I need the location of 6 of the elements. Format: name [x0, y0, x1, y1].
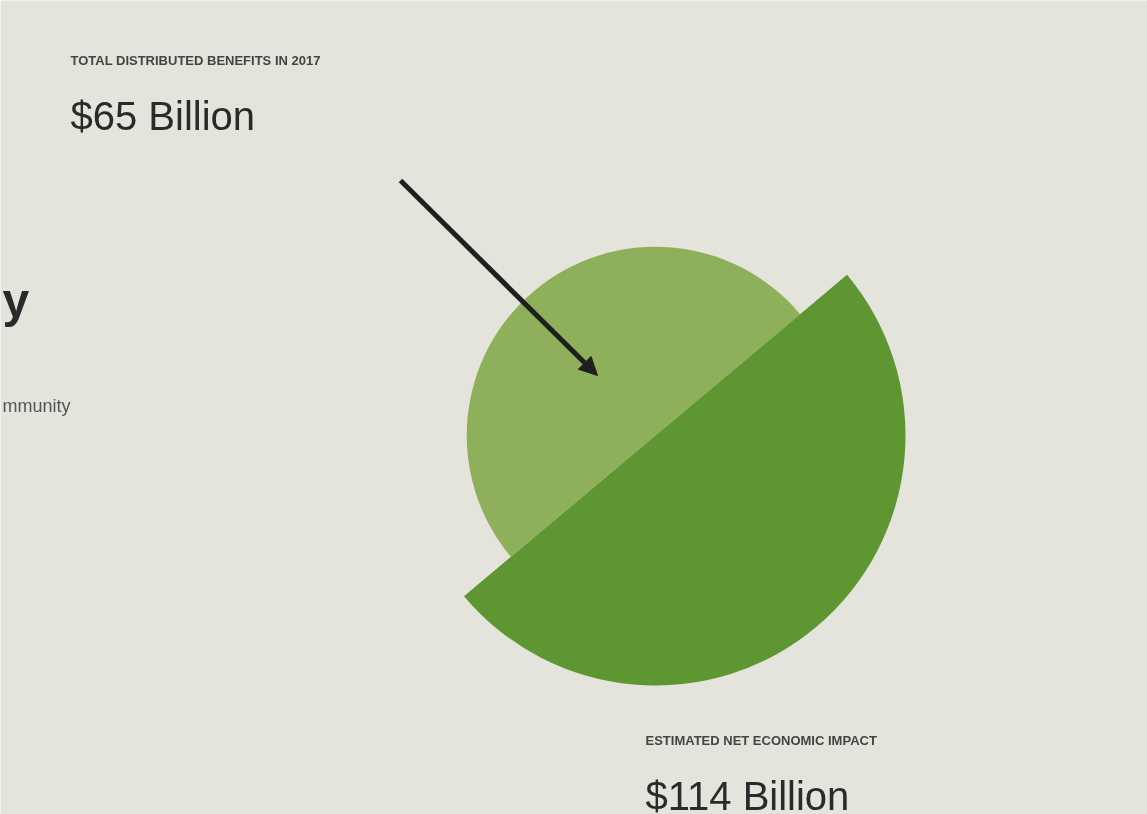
category-label: TOTAL DISTRIBUTED BENEFITS IN 2017 — [70, 53, 321, 68]
text: y — [2, 274, 30, 327]
text: mmunity — [2, 395, 71, 416]
data-label: $114 Billion — [645, 773, 850, 814]
category-label: ESTIMATED NET ECONOMIC IMPACT — [645, 733, 877, 748]
data-label: $65 Billion — [70, 93, 256, 138]
